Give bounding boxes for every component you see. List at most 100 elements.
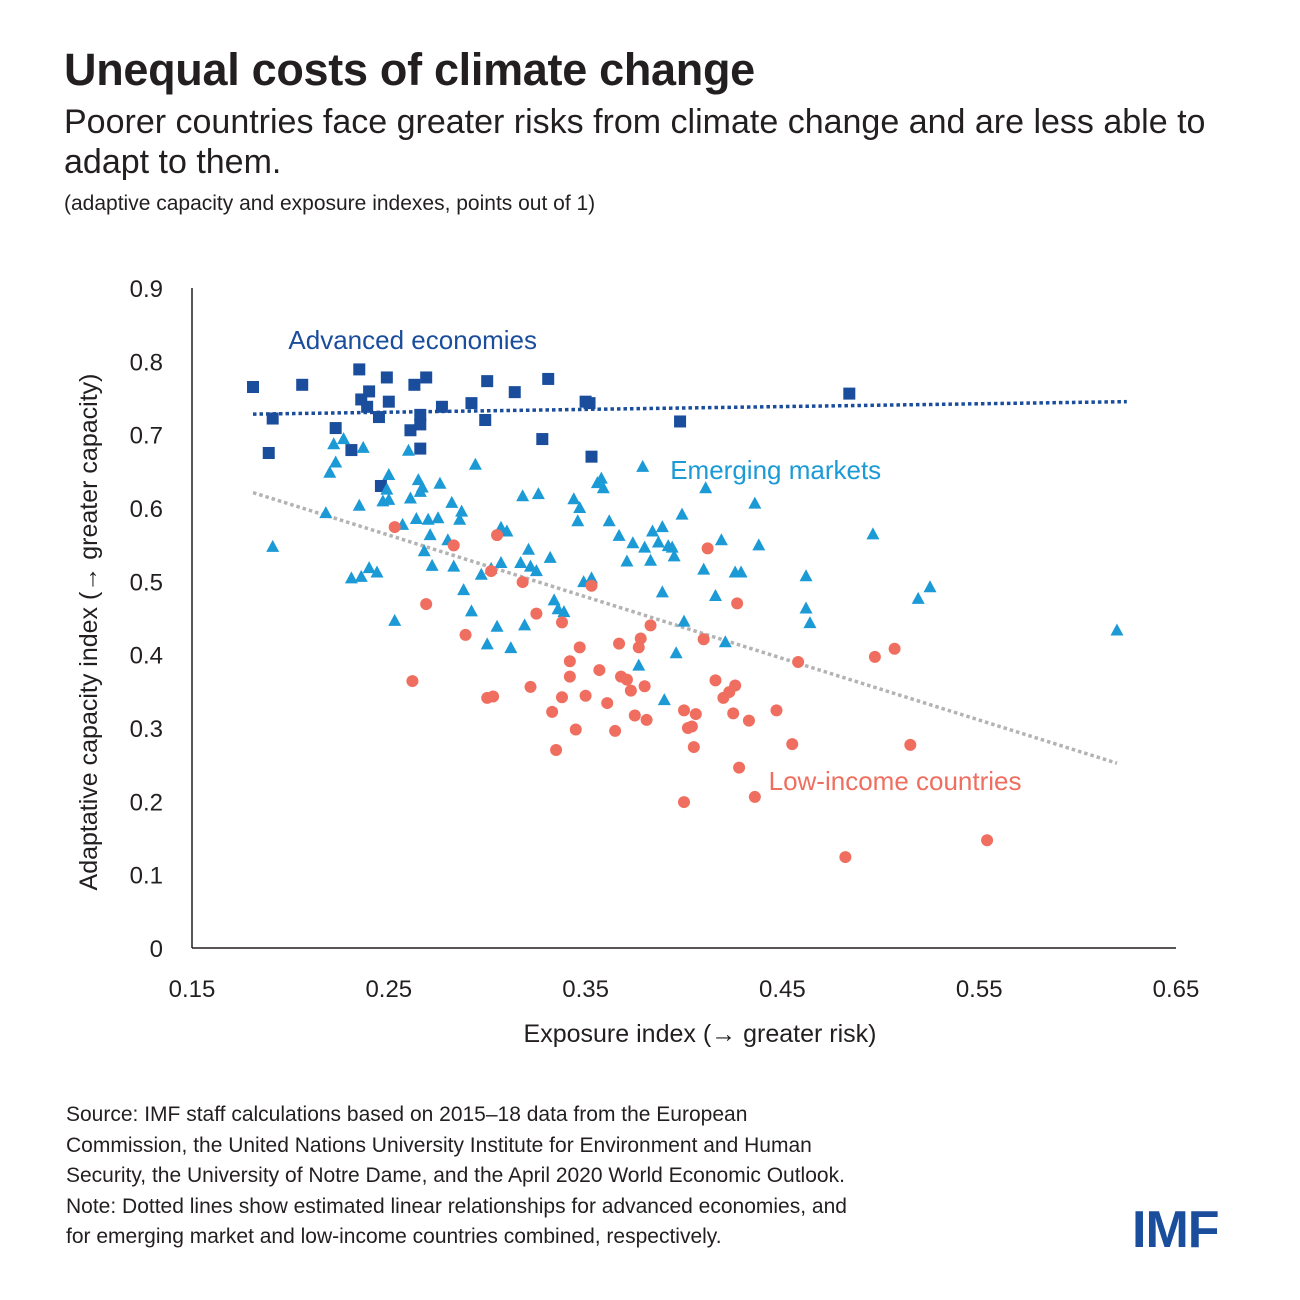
point-emerging-markets (455, 504, 469, 517)
point-emerging-markets (543, 550, 557, 563)
point-emerging-markets (319, 506, 333, 519)
point-low-income-countries (729, 679, 742, 692)
point-emerging-markets (651, 535, 665, 548)
point-low-income-countries (459, 628, 472, 641)
point-emerging-markets (644, 553, 658, 566)
point-low-income-countries (420, 598, 433, 611)
point-low-income-countries (839, 851, 852, 864)
point-emerging-markets (480, 637, 494, 650)
point-advanced-economies (536, 433, 549, 446)
point-advanced-economies (843, 387, 856, 400)
point-low-income-countries (697, 633, 710, 646)
point-emerging-markets (457, 583, 471, 596)
point-emerging-markets (803, 616, 817, 629)
point-low-income-countries (563, 670, 576, 683)
point-emerging-markets (677, 614, 691, 627)
point-low-income-countries (546, 705, 559, 718)
source-line: Security, the University of Notre Dame, … (66, 1164, 845, 1187)
x-tick-label: 0.35 (562, 976, 609, 1003)
y-tick-label: 0.4 (130, 643, 163, 670)
point-advanced-economies (414, 442, 427, 455)
point-low-income-countries (742, 714, 755, 727)
point-advanced-economies (481, 375, 494, 388)
point-emerging-markets (718, 635, 732, 648)
point-advanced-economies (508, 386, 521, 399)
point-low-income-countries (678, 704, 690, 717)
point-emerging-markets (699, 481, 713, 494)
point-advanced-economies (247, 381, 260, 393)
point-low-income-countries (579, 689, 592, 702)
point-low-income-countries (563, 655, 576, 668)
point-low-income-countries (406, 675, 419, 688)
point-advanced-economies (380, 371, 393, 384)
point-emerging-markets (433, 476, 447, 489)
point-emerging-markets (596, 481, 610, 494)
trend-line-combined (252, 490, 1118, 765)
source-line: Source: IMF staff calculations based on … (66, 1103, 748, 1126)
point-emerging-markets (594, 471, 608, 484)
point-emerging-markets (669, 646, 683, 659)
point-emerging-markets (415, 480, 429, 493)
point-advanced-economies (465, 397, 478, 410)
point-emerging-markets (657, 693, 671, 706)
point-emerging-markets (665, 540, 679, 553)
point-emerging-markets (382, 492, 396, 505)
units-note: (adaptive capacity and exposure indexes,… (64, 192, 596, 215)
point-low-income-countries (638, 680, 651, 693)
point-emerging-markets (352, 498, 366, 511)
point-emerging-markets (327, 437, 341, 450)
y-tick-label: 0.1 (130, 863, 163, 890)
point-emerging-markets (344, 571, 358, 584)
point-advanced-economies (329, 422, 342, 435)
point-emerging-markets (638, 540, 652, 553)
point-emerging-markets (799, 569, 813, 582)
chart-subtitle: Poorer countries face greater risks from… (64, 103, 1206, 181)
point-low-income-countries (888, 642, 901, 655)
point-emerging-markets (266, 539, 280, 552)
point-emerging-markets (911, 591, 925, 604)
point-emerging-markets (474, 567, 488, 580)
point-emerging-markets (500, 524, 514, 537)
point-emerging-markets (337, 432, 351, 445)
point-advanced-economies (372, 411, 385, 424)
y-tick-label: 0.9 (130, 276, 163, 303)
point-advanced-economies (296, 378, 309, 391)
point-low-income-countries (487, 690, 500, 703)
point-emerging-markets (636, 459, 650, 472)
point-low-income-countries (634, 632, 647, 645)
point-emerging-markets (409, 512, 423, 524)
y-axis-title: Adaptative capacity index (→ greater cap… (75, 374, 103, 891)
point-emerging-markets (667, 549, 681, 562)
point-advanced-economies (262, 447, 275, 459)
point-low-income-countries (709, 674, 722, 687)
series-label: Low-income countries (769, 766, 1022, 796)
point-low-income-countries (601, 697, 614, 710)
point-emerging-markets (523, 559, 537, 572)
x-tick-label: 0.45 (759, 976, 806, 1003)
series-label: Emerging markets (670, 455, 881, 485)
point-low-income-countries (524, 680, 537, 693)
point-advanced-economies (345, 444, 358, 457)
point-low-income-countries (624, 684, 637, 697)
point-emerging-markets (388, 613, 402, 626)
point-low-income-countries (786, 738, 799, 751)
point-emerging-markets (531, 487, 545, 500)
point-emerging-markets (557, 605, 571, 618)
point-low-income-countries (573, 641, 586, 654)
x-axis-title: Exposure index (→ greater risk) (524, 1020, 877, 1048)
point-emerging-markets (602, 514, 616, 527)
footnote: Source: IMF staff calculations based on … (66, 1100, 1086, 1253)
point-emerging-markets (1110, 623, 1124, 636)
imf-logo: IMF (1132, 1201, 1220, 1259)
point-emerging-markets (626, 536, 640, 549)
point-emerging-markets (401, 443, 415, 456)
point-emerging-markets (403, 491, 417, 504)
point-low-income-countries (748, 790, 761, 803)
y-tick-label: 0.6 (130, 496, 163, 523)
point-emerging-markets (380, 482, 394, 495)
point-emerging-markets (382, 468, 396, 480)
point-emerging-markets (494, 556, 508, 568)
x-tick-label: 0.55 (956, 976, 1003, 1003)
point-low-income-countries (388, 521, 401, 534)
